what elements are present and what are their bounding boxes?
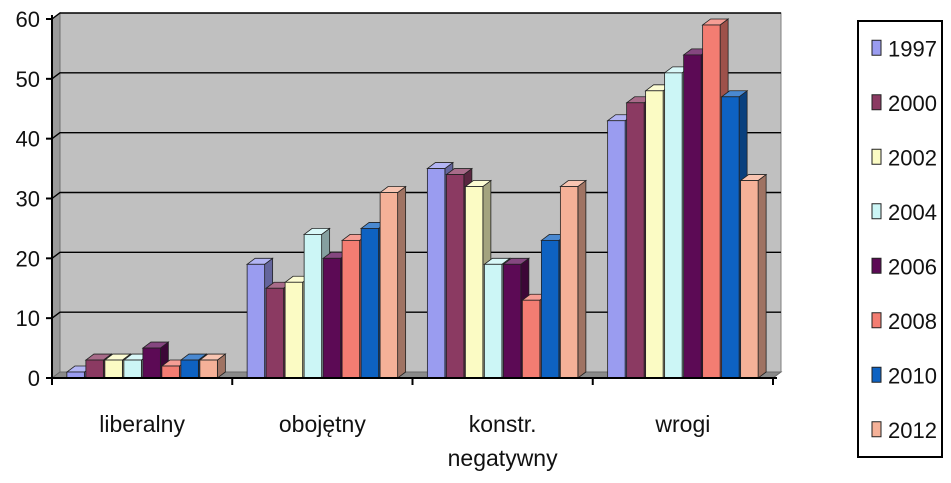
legend-swatch (871, 148, 882, 165)
y-tick-label: 30 (16, 187, 40, 212)
legend-label: 2008 (888, 309, 937, 334)
legend-label: 2012 (888, 418, 937, 443)
axes: 0 10 20 30 40 50 60 liberalny obojętny konstr. neg… (16, 7, 777, 471)
bar (559, 179, 588, 379)
legend-label: 2000 (888, 91, 937, 116)
gridline (51, 251, 781, 259)
gridline (51, 12, 781, 20)
legend: 1997 2000 2002 2004 2006 2008 2010 2012 (857, 20, 943, 458)
legend-swatch (871, 366, 882, 383)
legend-label: 2006 (888, 254, 937, 279)
legend-swatch (871, 257, 882, 274)
x-tick-label: obojętny (279, 411, 366, 437)
legend-label: 1997 (888, 36, 937, 61)
y-tick-label: 40 (16, 127, 40, 152)
legend-swatch (871, 312, 882, 329)
y-tick-label: 10 (16, 306, 40, 331)
x-tick-label: liberalny (99, 411, 185, 437)
legend-item: 2010 (871, 363, 937, 388)
legend-label: 2010 (888, 363, 937, 388)
legend-item: 1997 (871, 36, 937, 61)
bar (198, 353, 227, 379)
x-tick-label: wrogi (654, 411, 710, 437)
legend-label: 2002 (888, 145, 937, 170)
legend-item: 2008 (871, 309, 937, 334)
legend-item: 2004 (871, 200, 937, 225)
y-tick-label: 60 (16, 7, 40, 32)
y-tick-label: 20 (16, 246, 40, 271)
legend-box (857, 20, 943, 458)
legend-item: 2000 (871, 91, 937, 116)
legend-label: 2004 (888, 200, 937, 225)
legend-swatch (871, 203, 882, 220)
gridline (51, 191, 781, 200)
bar (378, 185, 407, 379)
legend-item: 2002 (871, 145, 937, 170)
y-tick-label: 50 (16, 67, 40, 92)
y-tick-label: 0 (28, 366, 40, 391)
bar (739, 173, 768, 379)
legend-item: 2012 (871, 418, 937, 443)
gridline (51, 131, 781, 140)
legend-swatch (871, 421, 882, 438)
x-tick-label: konstr. negatywny (448, 411, 558, 471)
legend-swatch (871, 39, 882, 56)
legend-item: 2006 (871, 254, 937, 279)
gridline (51, 72, 781, 80)
plot-area (50, 12, 783, 379)
legend-swatch (871, 94, 882, 111)
